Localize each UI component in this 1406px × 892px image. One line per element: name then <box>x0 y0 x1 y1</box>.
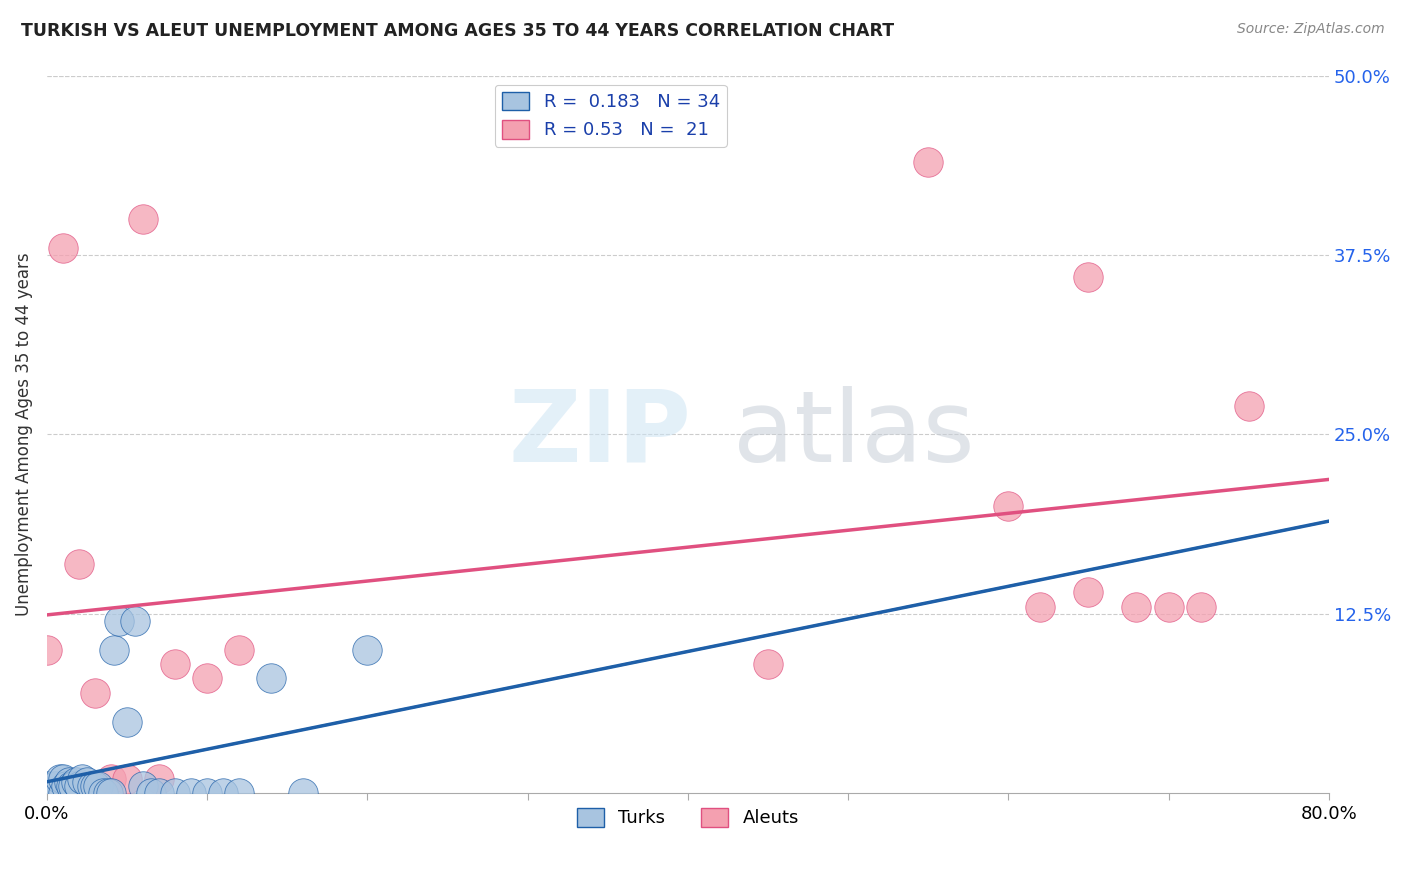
Text: ZIP: ZIP <box>509 386 692 483</box>
Point <box>228 642 250 657</box>
Point <box>59 779 82 793</box>
Point <box>35 779 58 793</box>
Point <box>180 786 202 800</box>
Point <box>756 657 779 672</box>
Point <box>165 657 187 672</box>
Point <box>84 779 107 793</box>
Point <box>35 642 58 657</box>
Point <box>228 786 250 800</box>
Point <box>124 614 146 628</box>
Point <box>100 786 122 800</box>
Point <box>917 154 939 169</box>
Point <box>1189 599 1212 614</box>
Point <box>195 672 218 686</box>
Point <box>58 775 80 789</box>
Point <box>148 786 170 800</box>
Point <box>87 779 110 793</box>
Point <box>52 786 75 800</box>
Point <box>108 614 131 628</box>
Point <box>1125 599 1147 614</box>
Point <box>260 672 283 686</box>
Point <box>132 779 155 793</box>
Point <box>67 557 90 571</box>
Point <box>80 779 103 793</box>
Point <box>55 779 77 793</box>
Point <box>1077 585 1099 599</box>
Y-axis label: Unemployment Among Ages 35 to 44 years: Unemployment Among Ages 35 to 44 years <box>15 252 32 616</box>
Point <box>91 786 114 800</box>
Point <box>115 714 138 729</box>
Point <box>100 772 122 786</box>
Point <box>65 775 87 789</box>
Point <box>44 779 66 793</box>
Point <box>84 686 107 700</box>
Text: Source: ZipAtlas.com: Source: ZipAtlas.com <box>1237 22 1385 37</box>
Point <box>48 772 70 786</box>
Point <box>1029 599 1052 614</box>
Point <box>70 772 93 786</box>
Text: atlas: atlas <box>733 386 974 483</box>
Point <box>148 772 170 786</box>
Point <box>1077 269 1099 284</box>
Point <box>195 786 218 800</box>
Point <box>67 779 90 793</box>
Point <box>139 786 162 800</box>
Point <box>165 786 187 800</box>
Point <box>52 772 75 786</box>
Point <box>1237 399 1260 413</box>
Text: TURKISH VS ALEUT UNEMPLOYMENT AMONG AGES 35 TO 44 YEARS CORRELATION CHART: TURKISH VS ALEUT UNEMPLOYMENT AMONG AGES… <box>21 22 894 40</box>
Point <box>1157 599 1180 614</box>
Point <box>997 500 1019 514</box>
Point <box>62 779 84 793</box>
Point <box>292 786 315 800</box>
Point <box>132 212 155 227</box>
Point <box>97 786 120 800</box>
Legend: Turks, Aleuts: Turks, Aleuts <box>569 801 806 835</box>
Point <box>212 786 235 800</box>
Point <box>103 642 125 657</box>
Point <box>356 642 378 657</box>
Point <box>115 772 138 786</box>
Point <box>76 775 98 789</box>
Point <box>52 241 75 255</box>
